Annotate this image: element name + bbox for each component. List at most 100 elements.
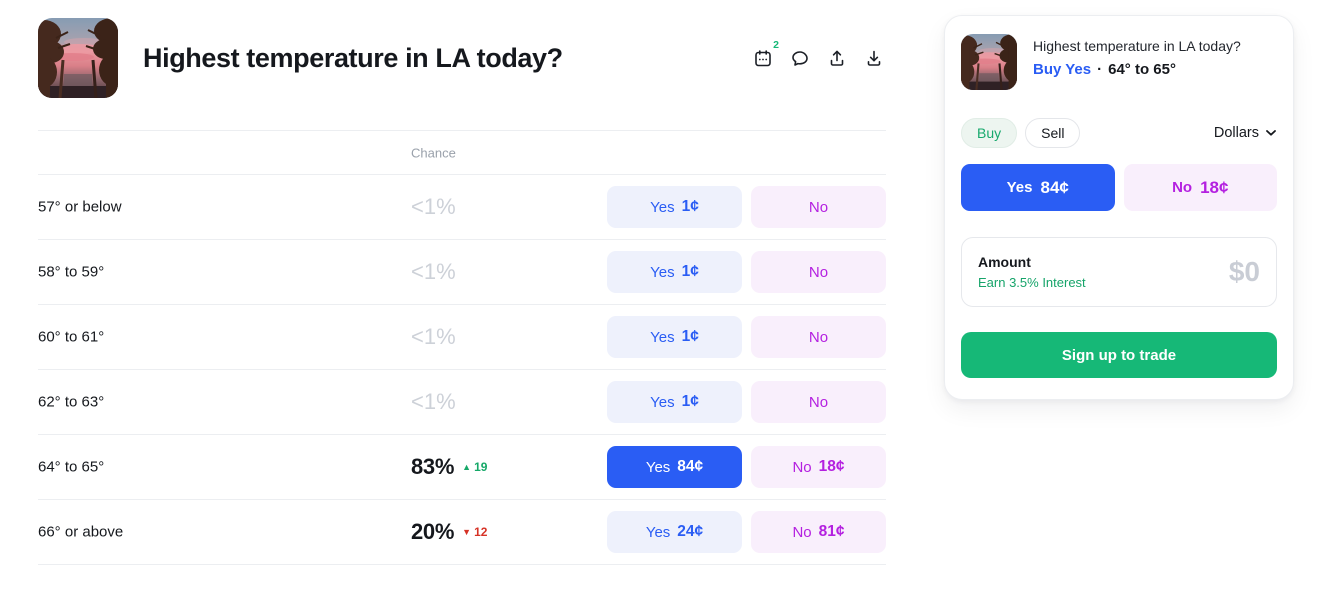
market-header: Highest temperature in LA today? 2	[38, 18, 886, 98]
no-button[interactable]: No 81¢	[751, 511, 886, 553]
no-button-label: No	[808, 198, 829, 216]
outcome-label: 64° to 65°	[38, 458, 105, 476]
palm-street-image	[38, 18, 118, 98]
no-price: 18¢	[1200, 177, 1229, 197]
yes-button[interactable]: Yes 24¢	[607, 511, 742, 553]
chance-value: <1%	[411, 194, 456, 219]
no-button[interactable]: No	[751, 316, 886, 358]
yes-price: 24¢	[677, 523, 704, 540]
table-row: 58° to 59° <1% Yes 1¢ No	[38, 240, 886, 305]
selection-separator: ·	[1097, 61, 1103, 78]
palm-street-image	[961, 34, 1017, 90]
yes-price: 1¢	[681, 328, 699, 345]
comment-icon	[792, 51, 808, 66]
outcome-label: 57° or below	[38, 198, 122, 216]
no-button[interactable]: No 18¢	[751, 446, 886, 488]
amount-input[interactable]: Amount Earn 3.5% Interest $0	[961, 237, 1277, 307]
chance-column-header: Chance	[411, 145, 456, 160]
no-button[interactable]: No	[751, 381, 886, 423]
outcomes-table: Chance 57° or below <1% Yes 1¢ No 58° to…	[38, 130, 886, 565]
no-button[interactable]: No	[751, 251, 886, 293]
yes-button[interactable]: Yes 1¢	[607, 381, 742, 423]
chance-value: <1%	[411, 389, 456, 414]
table-row: 62° to 63° <1% Yes 1¢ No	[38, 370, 886, 435]
no-price: 81¢	[818, 523, 845, 540]
panel-yes-button[interactable]: Yes 84¢	[961, 164, 1115, 211]
sign-up-button[interactable]: Sign up to trade	[961, 332, 1277, 378]
delta-up-icon: ▲	[462, 461, 472, 472]
panel-no-button[interactable]: No 18¢	[1123, 164, 1277, 211]
yes-button-label: Yes	[650, 263, 675, 281]
yes-price: 1¢	[681, 263, 699, 280]
yes-price: 1¢	[681, 198, 699, 215]
yes-button-label: Yes	[1006, 179, 1033, 196]
interest-note: Earn 3.5% Interest	[978, 275, 1086, 290]
yes-button[interactable]: Yes 1¢	[607, 316, 742, 358]
outcome-label: 58° to 59°	[38, 263, 105, 281]
no-button[interactable]: No	[751, 186, 886, 228]
amount-label: Amount	[978, 254, 1031, 270]
no-button-label: No	[808, 328, 829, 346]
calendar-icon	[755, 50, 771, 67]
market-thumbnail	[38, 18, 118, 98]
table-row: 60° to 61° <1% Yes 1¢ No	[38, 305, 886, 370]
amount-value[interactable]: $0	[1228, 256, 1260, 287]
delta-value: 12	[474, 525, 488, 539]
calendar-button[interactable]: 2	[751, 39, 779, 70]
download-button[interactable]	[862, 46, 886, 70]
trade-tabs: Buy Sell Dollars	[961, 118, 1277, 148]
chance-value: 83%	[411, 454, 455, 479]
header-actions: 2	[751, 39, 886, 70]
trade-side-buttons: Yes 84¢ No 18¢	[961, 164, 1277, 211]
outcome-label: 62° to 63°	[38, 393, 105, 411]
no-price: 18¢	[818, 458, 845, 475]
yes-button-label: Yes	[645, 458, 671, 476]
yes-button-label: Yes	[645, 523, 671, 541]
table-header: Chance	[38, 130, 886, 175]
tab-sell[interactable]: Sell	[1025, 118, 1081, 148]
tab-buy[interactable]: Buy	[961, 118, 1018, 148]
no-button-label: No	[808, 263, 829, 281]
currency-dropdown[interactable]: Dollars	[1214, 125, 1277, 141]
current-selection: Buy Yes · 64° to 65°	[1033, 61, 1241, 78]
chance-delta: ▲ 19	[462, 460, 487, 474]
delta-down-icon: ▼	[462, 526, 472, 537]
download-icon	[867, 50, 881, 66]
amount-labels: Amount Earn 3.5% Interest	[978, 254, 1086, 290]
yes-price: 1¢	[681, 393, 699, 410]
trade-panel: Highest temperature in LA today? Buy Yes…	[944, 15, 1294, 400]
yes-button-label: Yes	[650, 328, 675, 346]
comment-button[interactable]	[788, 46, 812, 70]
table-row: 57° or below <1% Yes 1¢ No	[38, 175, 886, 240]
share-icon	[830, 50, 844, 66]
yes-button-label: Yes	[650, 198, 675, 216]
chance-value: 20%	[411, 519, 455, 544]
chance-value: <1%	[411, 259, 456, 284]
chance-value: <1%	[411, 324, 456, 349]
no-button-label: No	[792, 458, 812, 476]
outcome-label: 66° or above	[38, 523, 124, 541]
yes-button-label: Yes	[650, 393, 675, 411]
share-button[interactable]	[825, 46, 849, 70]
trade-panel-header: Highest temperature in LA today? Buy Yes…	[961, 34, 1277, 90]
yes-button[interactable]: Yes 1¢	[607, 251, 742, 293]
chance-delta: ▼ 12	[462, 525, 487, 539]
calendar-badge: 2	[773, 39, 779, 51]
market-avatar	[961, 34, 1017, 90]
currency-label: Dollars	[1213, 125, 1259, 141]
selection-outcome: 64° to 65°	[1108, 61, 1176, 78]
no-button-label: No	[1172, 179, 1193, 196]
chevron-down-icon	[1266, 130, 1276, 136]
panel-market-title: Highest temperature in LA today?	[1033, 38, 1241, 54]
yes-price: 84¢	[677, 458, 704, 475]
yes-price: 84¢	[1040, 177, 1069, 197]
delta-value: 19	[474, 460, 488, 474]
selection-action: Buy Yes	[1033, 61, 1092, 78]
no-button-label: No	[808, 393, 829, 411]
yes-button[interactable]: Yes 1¢	[607, 186, 742, 228]
yes-button[interactable]: Yes 84¢	[607, 446, 742, 488]
table-row: 66° or above 20% ▼ 12 Yes 24¢ No 81¢	[38, 500, 886, 565]
table-row: 64° to 65° 83% ▲ 19 Yes 84¢ No 18¢	[38, 435, 886, 500]
trade-panel-header-text: Highest temperature in LA today? Buy Yes…	[1033, 34, 1241, 90]
